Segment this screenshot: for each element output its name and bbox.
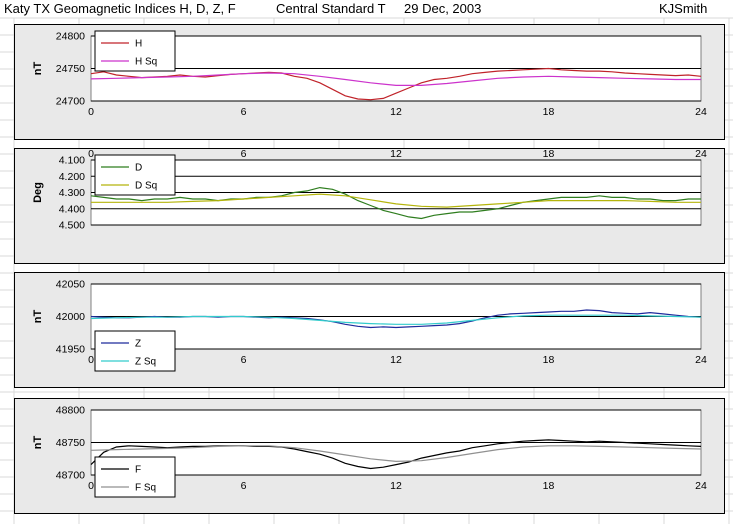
z-legend-label: Z: [135, 339, 141, 350]
z-y-axis-label: nT: [32, 310, 44, 324]
z-series-sq-line: [90, 314, 702, 325]
d-y-tick-label: 4.500: [59, 220, 85, 232]
h-x-tick-label: 24: [695, 106, 707, 118]
f-series-sq-line: [90, 445, 702, 463]
d-legend-label: D Sq: [135, 181, 157, 192]
z-legend: [94, 330, 176, 372]
f-series-line: [90, 439, 702, 470]
h-y-tick-label: 24750: [56, 63, 85, 75]
d-y-axis-label: Deg: [32, 182, 44, 203]
z-chart: 42050 42000 41950 nT 0 6 12 18 24 Z Z Sq: [32, 279, 707, 372]
d-y-tick-label: 4.100: [59, 155, 85, 167]
h-x-tick-label: 18: [543, 106, 555, 118]
z-x-tick-label: 6: [241, 354, 247, 366]
h-series-sq-line: [90, 72, 701, 87]
h-chart: 24800 24750 24700 nT 0 6 12 18 24 H H Sq: [32, 30, 707, 118]
d-series-sq-line: [91, 193, 701, 208]
z-x-tick-label: 24: [695, 354, 707, 366]
f-chart: 48800 48750 48700 nT 0 6 12 18 24 F F Sq: [32, 405, 707, 498]
timezone-label: Central Standard T: [276, 1, 386, 16]
d-series-line: [90, 186, 701, 220]
h-x-tick-label: 0: [88, 106, 94, 118]
z-x-tick-label: 0: [88, 354, 94, 366]
f-x-tick-label: 18: [543, 480, 555, 492]
d-x-tick-label: 6: [241, 149, 247, 160]
f-chart-panel[interactable]: 48800 48750 48700 nT 0 6 12 18 24 F F Sq: [14, 398, 725, 514]
f-y-axis-label: nT: [32, 436, 44, 450]
d-x-tick-label: 12: [390, 149, 402, 160]
d-legend-label: D: [135, 163, 142, 174]
z-x-tick-label: 18: [543, 354, 555, 366]
d-legend: [94, 154, 176, 196]
d-x-tick-label: 0: [88, 149, 94, 160]
f-legend-label: F Sq: [135, 483, 156, 494]
h-x-tick-label: 6: [241, 106, 247, 118]
d-y-tick-label: 4.200: [59, 171, 85, 183]
f-y-tick-label: 48800: [56, 405, 85, 417]
z-legend-label: Z Sq: [135, 357, 156, 368]
f-x-tick-label: 6: [241, 480, 247, 492]
z-y-tick-label: 42000: [56, 311, 85, 323]
chart-title: Katy TX Geomagnetic Indices H, D, Z, F: [4, 1, 236, 16]
z-y-tick-label: 41950: [56, 344, 85, 356]
h-x-tick-label: 12: [390, 106, 402, 118]
h-legend-label: H Sq: [135, 57, 157, 68]
author-label: KJSmith: [659, 1, 708, 16]
h-legend-label: H: [135, 39, 142, 50]
h-y-tick-label: 24800: [56, 31, 85, 43]
z-y-tick-label: 42050: [56, 279, 85, 291]
f-x-tick-label: 24: [695, 480, 707, 492]
f-y-tick-label: 48700: [56, 470, 85, 482]
date-label: 29 Dec, 2003: [404, 1, 482, 16]
d-y-tick-label: 4.400: [59, 203, 85, 215]
h-y-tick-label: 24700: [56, 96, 85, 108]
z-x-tick-label: 12: [390, 354, 402, 366]
d-x-tick-label: 24: [695, 149, 707, 160]
h-y-axis-label: nT: [32, 62, 44, 76]
f-y-tick-label: 48750: [56, 437, 85, 449]
d-x-tick-label: 18: [543, 149, 555, 160]
d-chart: 4.100 4.200 4.300 4.400 4.500 Deg 0 6 12 18 24 D D S…: [32, 149, 707, 232]
z-chart-panel[interactable]: 42050 42000 41950 nT 0 6 12 18 24 Z Z Sq: [14, 272, 725, 388]
h-legend: [94, 30, 176, 72]
f-legend-label: F: [135, 465, 141, 476]
d-y-tick-label: 4.300: [59, 187, 85, 199]
d-chart-panel[interactable]: 4.100 4.200 4.300 4.400 4.500 Deg 0 6 12 18 24 D D S…: [14, 148, 725, 264]
f-x-tick-label: 12: [390, 480, 402, 492]
f-legend: [94, 456, 176, 498]
f-x-tick-label: 0: [88, 480, 94, 492]
h-chart-panel[interactable]: 24800 24750 24700 nT 0 6 12 18 24 H H Sq: [14, 24, 725, 140]
